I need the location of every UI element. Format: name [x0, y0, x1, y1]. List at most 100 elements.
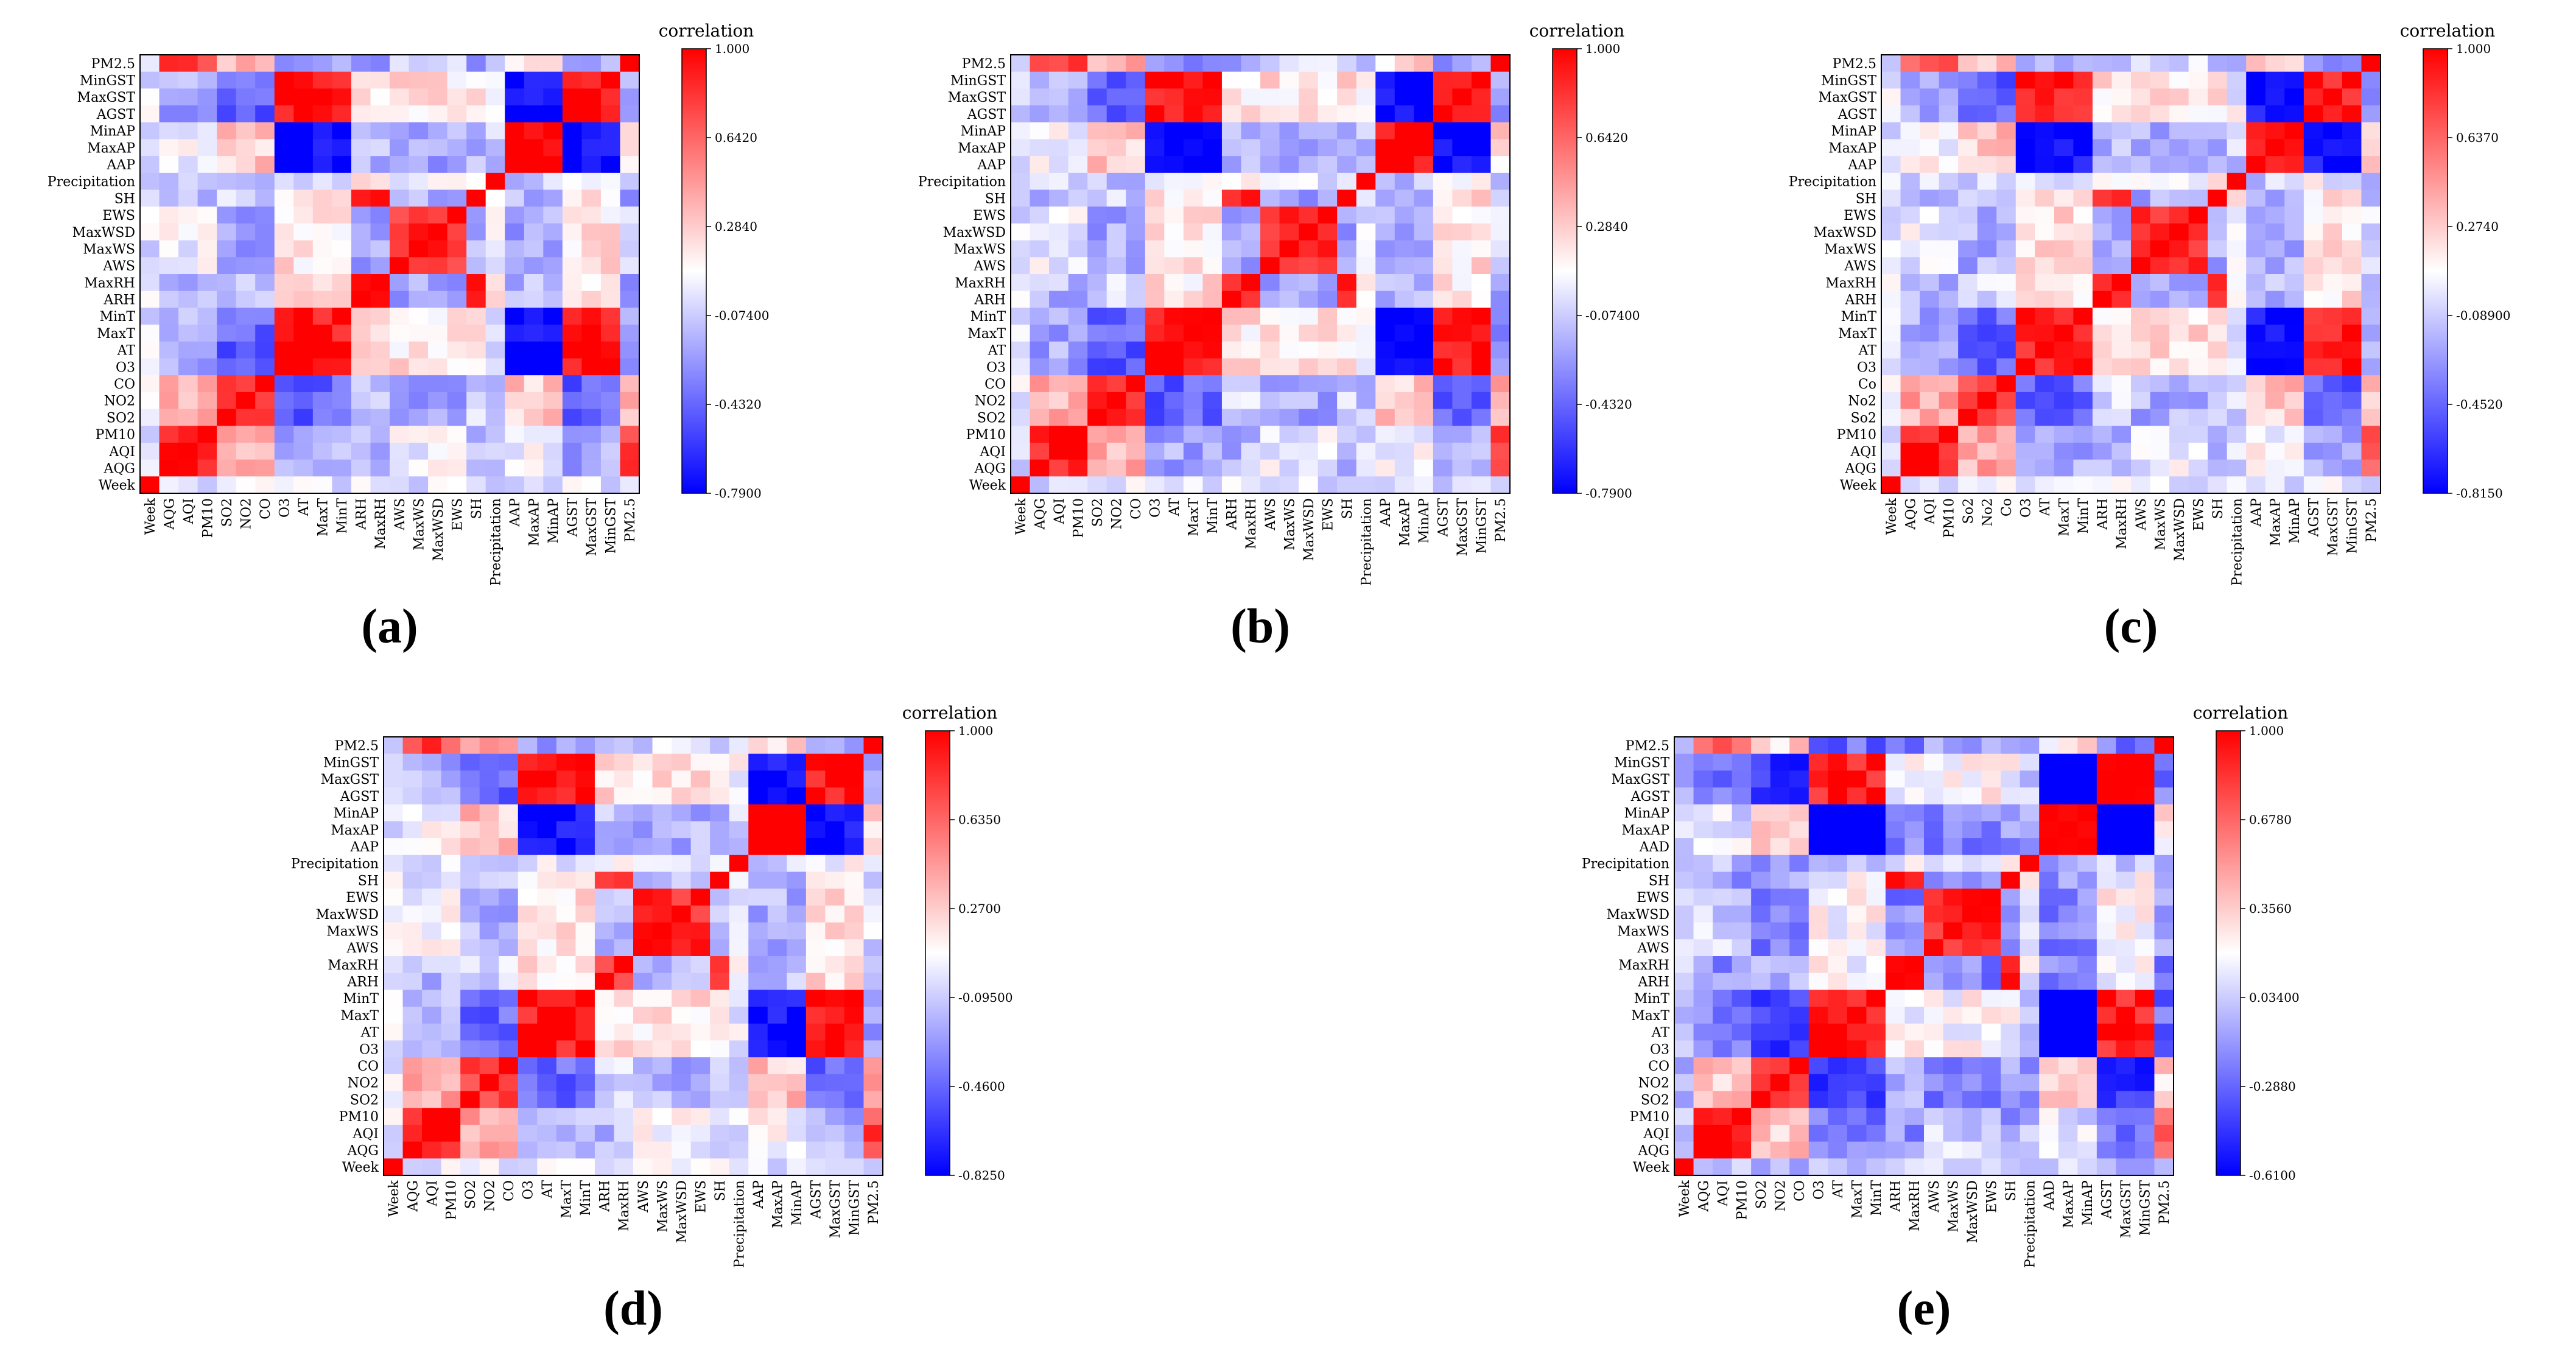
heatmap-cell [1241, 308, 1261, 325]
heatmap-cell [428, 341, 448, 359]
heatmap-cell [332, 341, 352, 359]
column-tick-label: PM10 [1942, 498, 1957, 538]
row-tick-label: EWS [1637, 890, 1669, 906]
heatmap-cell [767, 889, 787, 906]
heatmap-cell [2135, 956, 2155, 974]
heatmap-cell [390, 105, 410, 123]
heatmap-cell [1356, 476, 1376, 494]
heatmap-cell [1847, 889, 1867, 906]
heatmap-cell [767, 753, 787, 771]
heatmap-cell [402, 973, 423, 990]
row-tick-label: MaxAP [331, 823, 379, 838]
heatmap-cell [2035, 442, 2055, 460]
heatmap-cell [1183, 71, 1203, 89]
heatmap-cell [2208, 71, 2228, 89]
heatmap-cell [844, 990, 865, 1007]
heatmap-cell [1183, 308, 1203, 325]
heatmap-cell [2073, 476, 2093, 494]
heatmap-cell [422, 804, 442, 822]
heatmap-cell [255, 105, 275, 123]
colorbar-tick-label: -0.4600 [958, 1079, 1005, 1094]
heatmap-cell [2111, 290, 2132, 308]
heatmap-cell [2020, 871, 2040, 889]
heatmap-cell [863, 1040, 883, 1058]
heatmap-cell [1789, 1023, 1809, 1041]
heatmap-cell [485, 476, 505, 494]
heatmap-cell [1881, 240, 1901, 258]
heatmap-cell [1337, 409, 1357, 426]
heatmap-cell [825, 753, 845, 771]
row-tick-label: Precipitation [47, 175, 135, 190]
heatmap-cell [1471, 308, 1492, 325]
heatmap-cell [460, 1007, 480, 1024]
heatmap-cell [524, 189, 544, 207]
heatmap-cell [140, 290, 160, 308]
heatmap-cell [2039, 1141, 2059, 1159]
heatmap-cell [485, 426, 505, 443]
heatmap-cell [479, 1108, 499, 1125]
heatmap-cell [2169, 442, 2189, 460]
heatmap-cell [2154, 1141, 2174, 1159]
heatmap-cell [2116, 990, 2136, 1007]
heatmap-cell [1394, 290, 1414, 308]
heatmap-cell [422, 821, 442, 839]
heatmap-cell [1241, 341, 1261, 359]
heatmap-cell [748, 1057, 768, 1075]
heatmap-cell [1996, 358, 2016, 376]
heatmap-cell [2039, 838, 2059, 856]
heatmap-cell [805, 1091, 826, 1108]
heatmap-cell [787, 1040, 807, 1058]
heatmap-cell [1981, 889, 2001, 906]
heatmap-cell [2323, 358, 2343, 376]
heatmap-cell [729, 1091, 749, 1108]
heatmap-cell [409, 426, 429, 443]
heatmap-cell [1693, 922, 1713, 940]
heatmap-cell [2342, 156, 2362, 174]
heatmap-cell [1996, 426, 2016, 443]
heatmap-cell [2303, 55, 2323, 72]
heatmap-cell [1452, 290, 1472, 308]
heatmap-cell [1106, 189, 1126, 207]
heatmap-cell [2188, 88, 2208, 106]
column-tick-label: AGST [1436, 498, 1451, 538]
heatmap-cell [537, 905, 557, 923]
heatmap-cell [1939, 156, 1959, 174]
heatmap-cell [332, 325, 352, 342]
heatmap-cell [460, 973, 480, 990]
heatmap-cell [2020, 1141, 2040, 1159]
heatmap-cell [805, 922, 826, 940]
heatmap-cell [633, 871, 653, 889]
heatmap-cell [1713, 1108, 1733, 1125]
heatmap-cell [485, 409, 505, 426]
heatmap-cell [844, 821, 865, 839]
heatmap-cell [1452, 206, 1472, 224]
heatmap-cell [1068, 358, 1088, 376]
colorbar [2216, 730, 2241, 1176]
heatmap-cell [1996, 71, 2016, 89]
heatmap-frame [139, 54, 640, 494]
heatmap-cell [1471, 156, 1492, 174]
heatmap-cell [447, 189, 467, 207]
heatmap-cell [1977, 139, 1997, 157]
heatmap-cell [447, 325, 467, 342]
heatmap-cell [1068, 55, 1088, 72]
heatmap-cell [2208, 105, 2228, 123]
heatmap-cell [384, 1108, 404, 1125]
heatmap-cell [441, 821, 461, 839]
heatmap-cell [1924, 1074, 1944, 1092]
heatmap-cell [2054, 325, 2074, 342]
heatmap-cell [633, 973, 653, 990]
heatmap-cell [1106, 156, 1126, 174]
heatmap-cell [312, 375, 332, 393]
heatmap-cell [441, 905, 461, 923]
heatmap-cell [447, 459, 467, 477]
heatmap-cell [518, 753, 538, 771]
heatmap-cell [2284, 341, 2304, 359]
heatmap-cell [556, 871, 576, 889]
heatmap-cell [422, 1023, 442, 1041]
heatmap-cell [1318, 156, 1338, 174]
heatmap-cell [543, 426, 563, 443]
heatmap-cell [672, 973, 692, 990]
heatmap-cell [524, 325, 544, 342]
heatmap-cell [1866, 1141, 1886, 1159]
